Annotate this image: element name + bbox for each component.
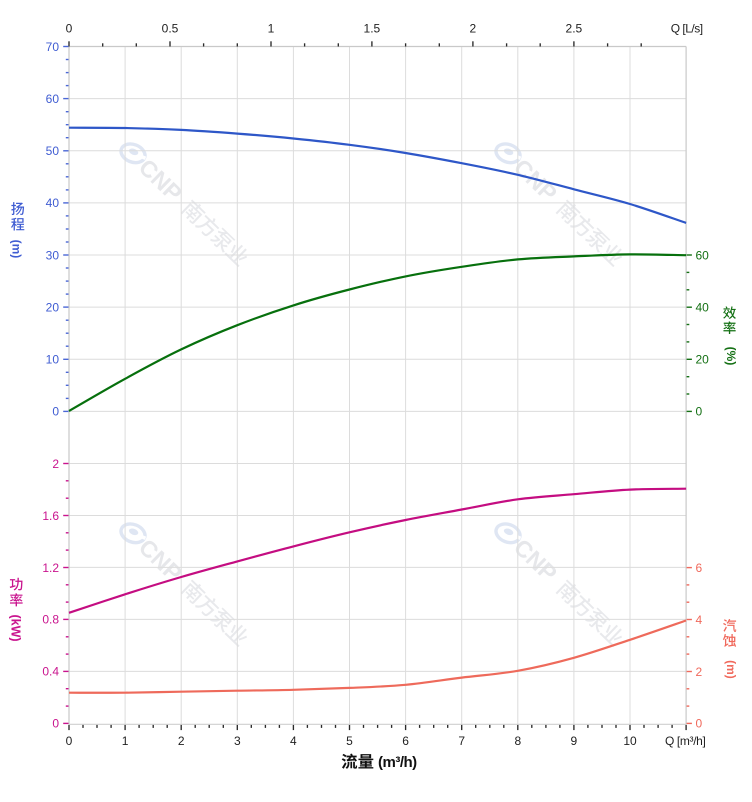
svg-text:0: 0 xyxy=(696,405,703,419)
svg-text:9: 9 xyxy=(571,734,578,748)
svg-text:60: 60 xyxy=(46,92,60,106)
svg-text:2: 2 xyxy=(696,665,703,679)
svg-text:(m): (m) xyxy=(9,240,23,259)
svg-text:(m): (m) xyxy=(724,660,738,679)
svg-text:30: 30 xyxy=(46,248,60,262)
svg-text:1: 1 xyxy=(268,22,275,36)
svg-text:20: 20 xyxy=(46,300,60,314)
svg-text:0: 0 xyxy=(52,717,59,731)
svg-text:0.8: 0.8 xyxy=(42,613,59,627)
svg-text:Q [m³/h]: Q [m³/h] xyxy=(665,734,706,748)
svg-text:8: 8 xyxy=(514,734,521,748)
svg-text:2: 2 xyxy=(52,457,59,471)
svg-text:Q [L/s]: Q [L/s] xyxy=(671,22,703,36)
svg-text:(%): (%) xyxy=(724,347,738,366)
svg-text:1: 1 xyxy=(122,734,129,748)
svg-text:6: 6 xyxy=(696,561,703,575)
svg-text:1.5: 1.5 xyxy=(364,22,381,36)
svg-text:40: 40 xyxy=(46,196,60,210)
svg-text:0.5: 0.5 xyxy=(162,22,179,36)
svg-text:20: 20 xyxy=(696,353,710,367)
svg-text:4: 4 xyxy=(290,734,297,748)
svg-text:4: 4 xyxy=(696,613,703,627)
svg-text:(kW): (kW) xyxy=(9,614,23,641)
svg-text:10: 10 xyxy=(46,353,60,367)
svg-text:2: 2 xyxy=(178,734,185,748)
svg-text:70: 70 xyxy=(46,40,60,54)
svg-text:1.2: 1.2 xyxy=(42,561,59,575)
svg-text:(m³/h): (m³/h) xyxy=(378,754,417,771)
svg-text:7: 7 xyxy=(458,734,465,748)
svg-text:60: 60 xyxy=(696,248,710,262)
svg-text:0.4: 0.4 xyxy=(42,665,59,679)
svg-text:0: 0 xyxy=(66,734,73,748)
svg-text:0: 0 xyxy=(52,405,59,419)
svg-text:0: 0 xyxy=(696,717,703,731)
svg-text:5: 5 xyxy=(346,734,353,748)
svg-text:2.5: 2.5 xyxy=(566,22,583,36)
svg-text:0: 0 xyxy=(66,22,73,36)
svg-text:40: 40 xyxy=(696,301,710,315)
svg-text:50: 50 xyxy=(46,144,60,158)
svg-text:1.6: 1.6 xyxy=(42,509,59,523)
svg-text:10: 10 xyxy=(623,734,637,748)
svg-text:2: 2 xyxy=(470,22,477,36)
svg-text:6: 6 xyxy=(402,734,409,748)
svg-text:3: 3 xyxy=(234,734,241,748)
